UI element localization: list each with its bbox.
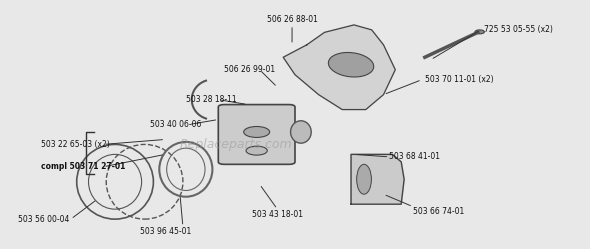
Text: 503 28 18-11: 503 28 18-11 [186,95,237,104]
Text: 725 53 05-55 (x2): 725 53 05-55 (x2) [484,25,553,34]
Text: 503 56 00-04: 503 56 00-04 [18,215,69,224]
Polygon shape [283,25,395,110]
Ellipse shape [329,53,373,77]
Polygon shape [351,154,404,204]
Text: 506 26 99-01: 506 26 99-01 [224,65,276,74]
Text: 503 96 45-01: 503 96 45-01 [140,227,191,236]
Text: 503 70 11-01 (x2): 503 70 11-01 (x2) [425,75,493,84]
Text: 506 26 88-01: 506 26 88-01 [267,15,317,24]
Ellipse shape [356,164,372,194]
Text: 503 22 65-03 (x2): 503 22 65-03 (x2) [41,140,110,149]
Text: 503 40 06-06: 503 40 06-06 [150,120,202,129]
Circle shape [475,30,484,34]
FancyBboxPatch shape [218,105,295,164]
Text: 503 66 74-01: 503 66 74-01 [413,207,464,216]
Text: 503 43 18-01: 503 43 18-01 [252,210,303,219]
Text: Replaceparts.com: Replaceparts.com [180,138,292,151]
Circle shape [246,146,267,155]
Text: compl 503 71 27-01: compl 503 71 27-01 [41,162,126,171]
Circle shape [244,126,270,137]
Ellipse shape [290,121,312,143]
Text: 503 68 41-01: 503 68 41-01 [389,152,440,161]
